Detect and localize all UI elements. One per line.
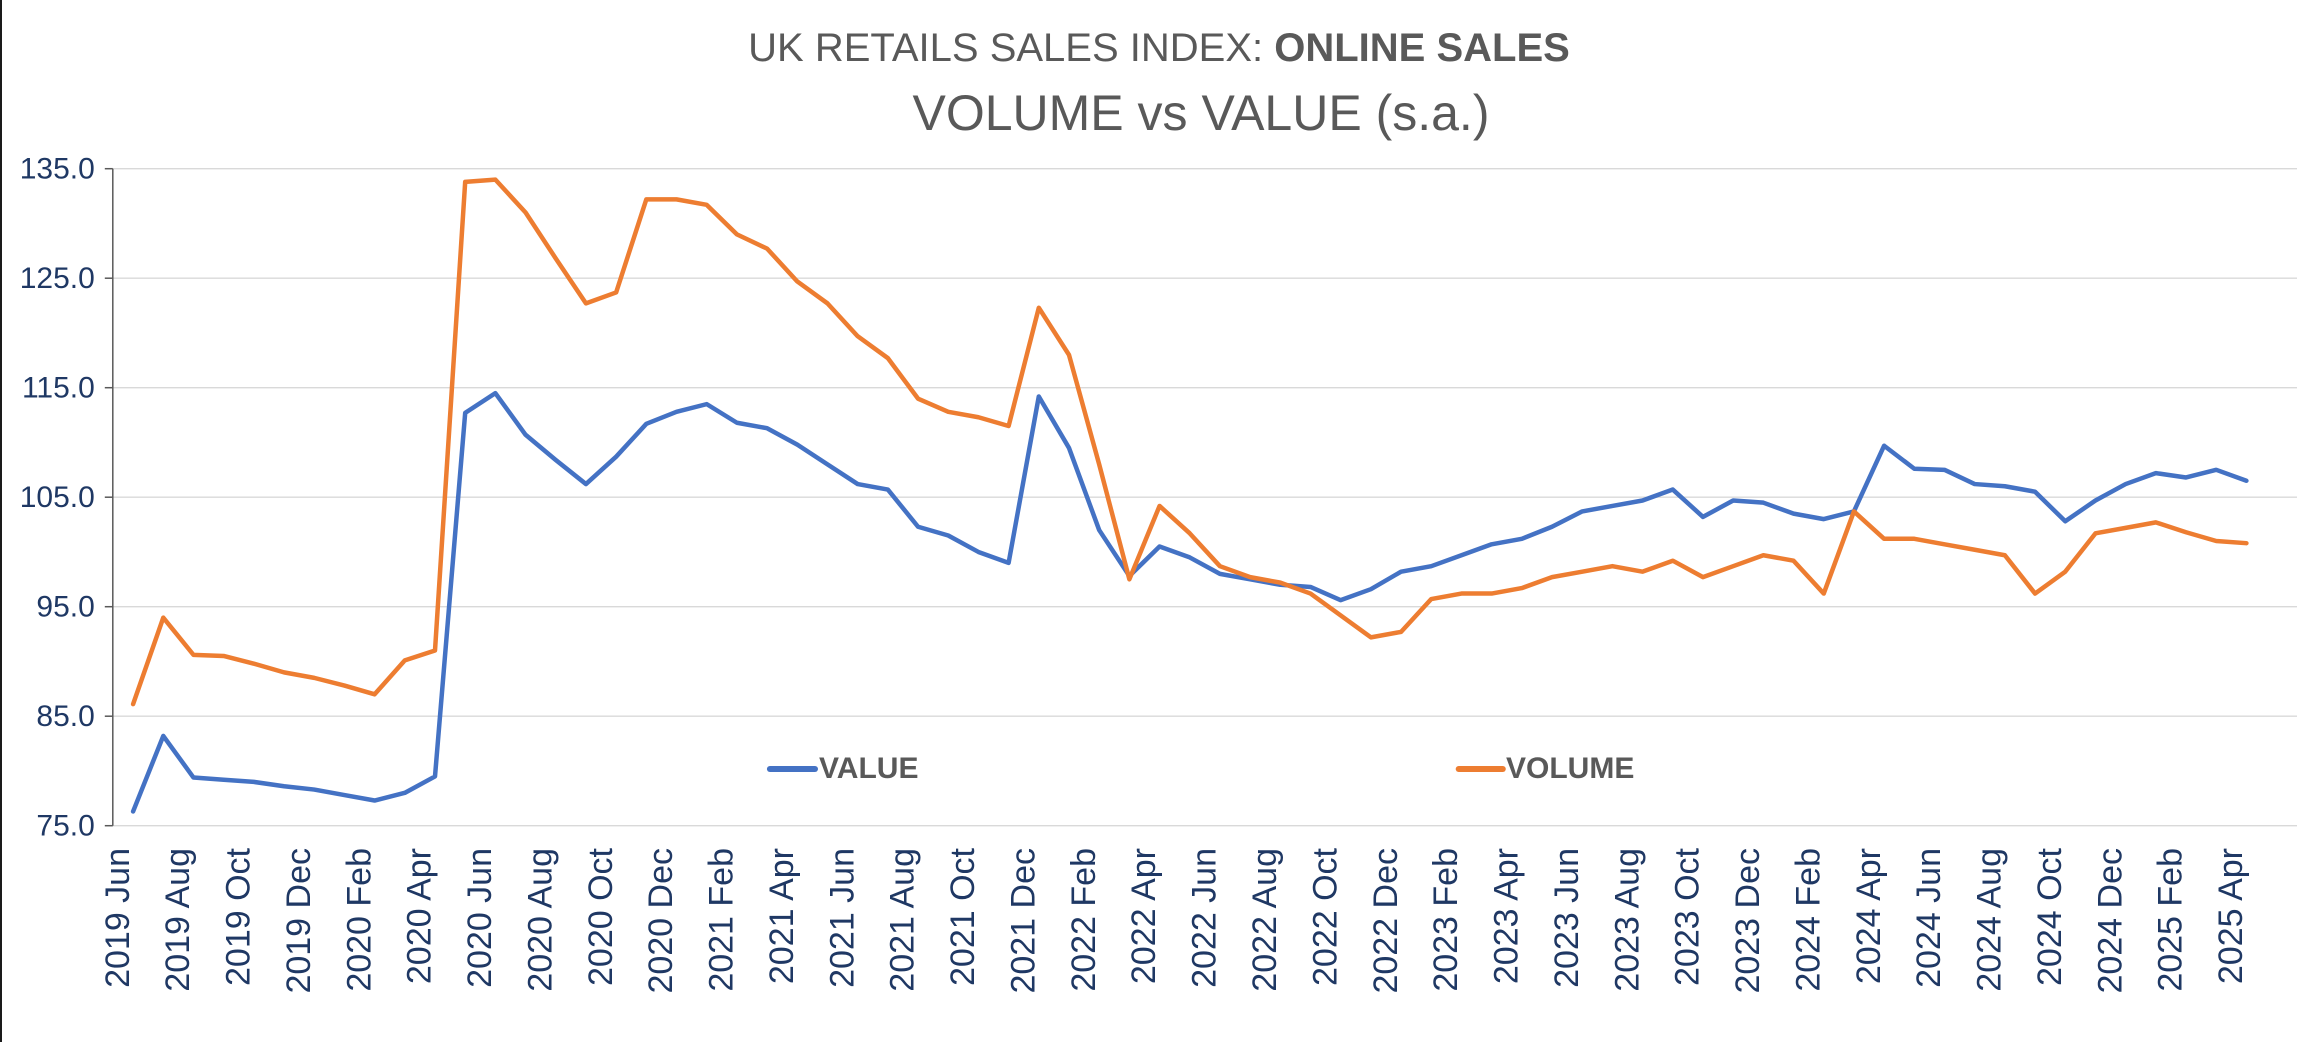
svg-text:VOLUME: VOLUME (1506, 752, 1634, 785)
svg-text:2023 Oct: 2023 Oct (1669, 847, 1707, 986)
svg-text:2020 Aug: 2020 Aug (521, 848, 559, 992)
svg-text:2024 Oct: 2024 Oct (2031, 847, 2069, 986)
svg-text:2024 Aug: 2024 Aug (1971, 848, 2009, 992)
svg-text:95.0: 95.0 (36, 591, 94, 624)
svg-text:2019 Oct: 2019 Oct (220, 847, 258, 986)
svg-text:2023 Dec: 2023 Dec (1729, 848, 1767, 994)
svg-text:125.0: 125.0 (20, 262, 95, 295)
svg-text:2020 Dec: 2020 Dec (642, 848, 680, 994)
svg-text:2023 Feb: 2023 Feb (1427, 848, 1465, 992)
svg-text:2022 Dec: 2022 Dec (1367, 848, 1405, 994)
svg-text:2022 Aug: 2022 Aug (1246, 848, 1284, 992)
svg-text:75.0: 75.0 (36, 810, 94, 843)
svg-text:2025 Feb: 2025 Feb (2152, 848, 2190, 992)
svg-text:2020 Apr: 2020 Apr (401, 848, 439, 984)
svg-text:2019 Jun: 2019 Jun (99, 848, 137, 988)
svg-text:2019 Dec: 2019 Dec (280, 848, 318, 994)
svg-text:2021 Jun: 2021 Jun (823, 848, 861, 988)
svg-text:2021 Dec: 2021 Dec (1005, 848, 1043, 994)
svg-text:2020 Jun: 2020 Jun (461, 848, 499, 988)
svg-text:2020 Oct: 2020 Oct (582, 847, 620, 986)
svg-text:2021 Oct: 2021 Oct (944, 847, 982, 986)
svg-text:2021 Feb: 2021 Feb (703, 848, 741, 992)
svg-text:2022 Feb: 2022 Feb (1065, 848, 1103, 992)
svg-text:2022 Apr: 2022 Apr (1125, 848, 1163, 984)
svg-text:2025 Apr: 2025 Apr (2212, 848, 2250, 984)
svg-text:VALUE: VALUE (819, 752, 918, 785)
svg-text:85.0: 85.0 (36, 700, 94, 733)
svg-text:2024 Feb: 2024 Feb (1789, 848, 1827, 992)
svg-text:2023 Jun: 2023 Jun (1548, 848, 1586, 988)
svg-text:2024 Dec: 2024 Dec (2091, 848, 2129, 994)
svg-text:2021 Aug: 2021 Aug (884, 848, 922, 992)
svg-text:2020 Feb: 2020 Feb (340, 848, 378, 992)
svg-text:115.0: 115.0 (22, 372, 95, 405)
svg-text:2019 Aug: 2019 Aug (159, 848, 197, 992)
svg-text:2024 Apr: 2024 Apr (1850, 848, 1888, 984)
svg-text:2023 Aug: 2023 Aug (1608, 848, 1646, 992)
svg-text:105.0: 105.0 (20, 481, 95, 514)
svg-text:2022 Jun: 2022 Jun (1186, 848, 1224, 988)
svg-text:135.0: 135.0 (20, 153, 95, 186)
svg-text:2021 Apr: 2021 Apr (763, 848, 801, 984)
svg-text:2024 Jun: 2024 Jun (1910, 848, 1948, 988)
svg-text:2022 Oct: 2022 Oct (1306, 847, 1344, 986)
svg-text:2023 Apr: 2023 Apr (1488, 848, 1526, 984)
